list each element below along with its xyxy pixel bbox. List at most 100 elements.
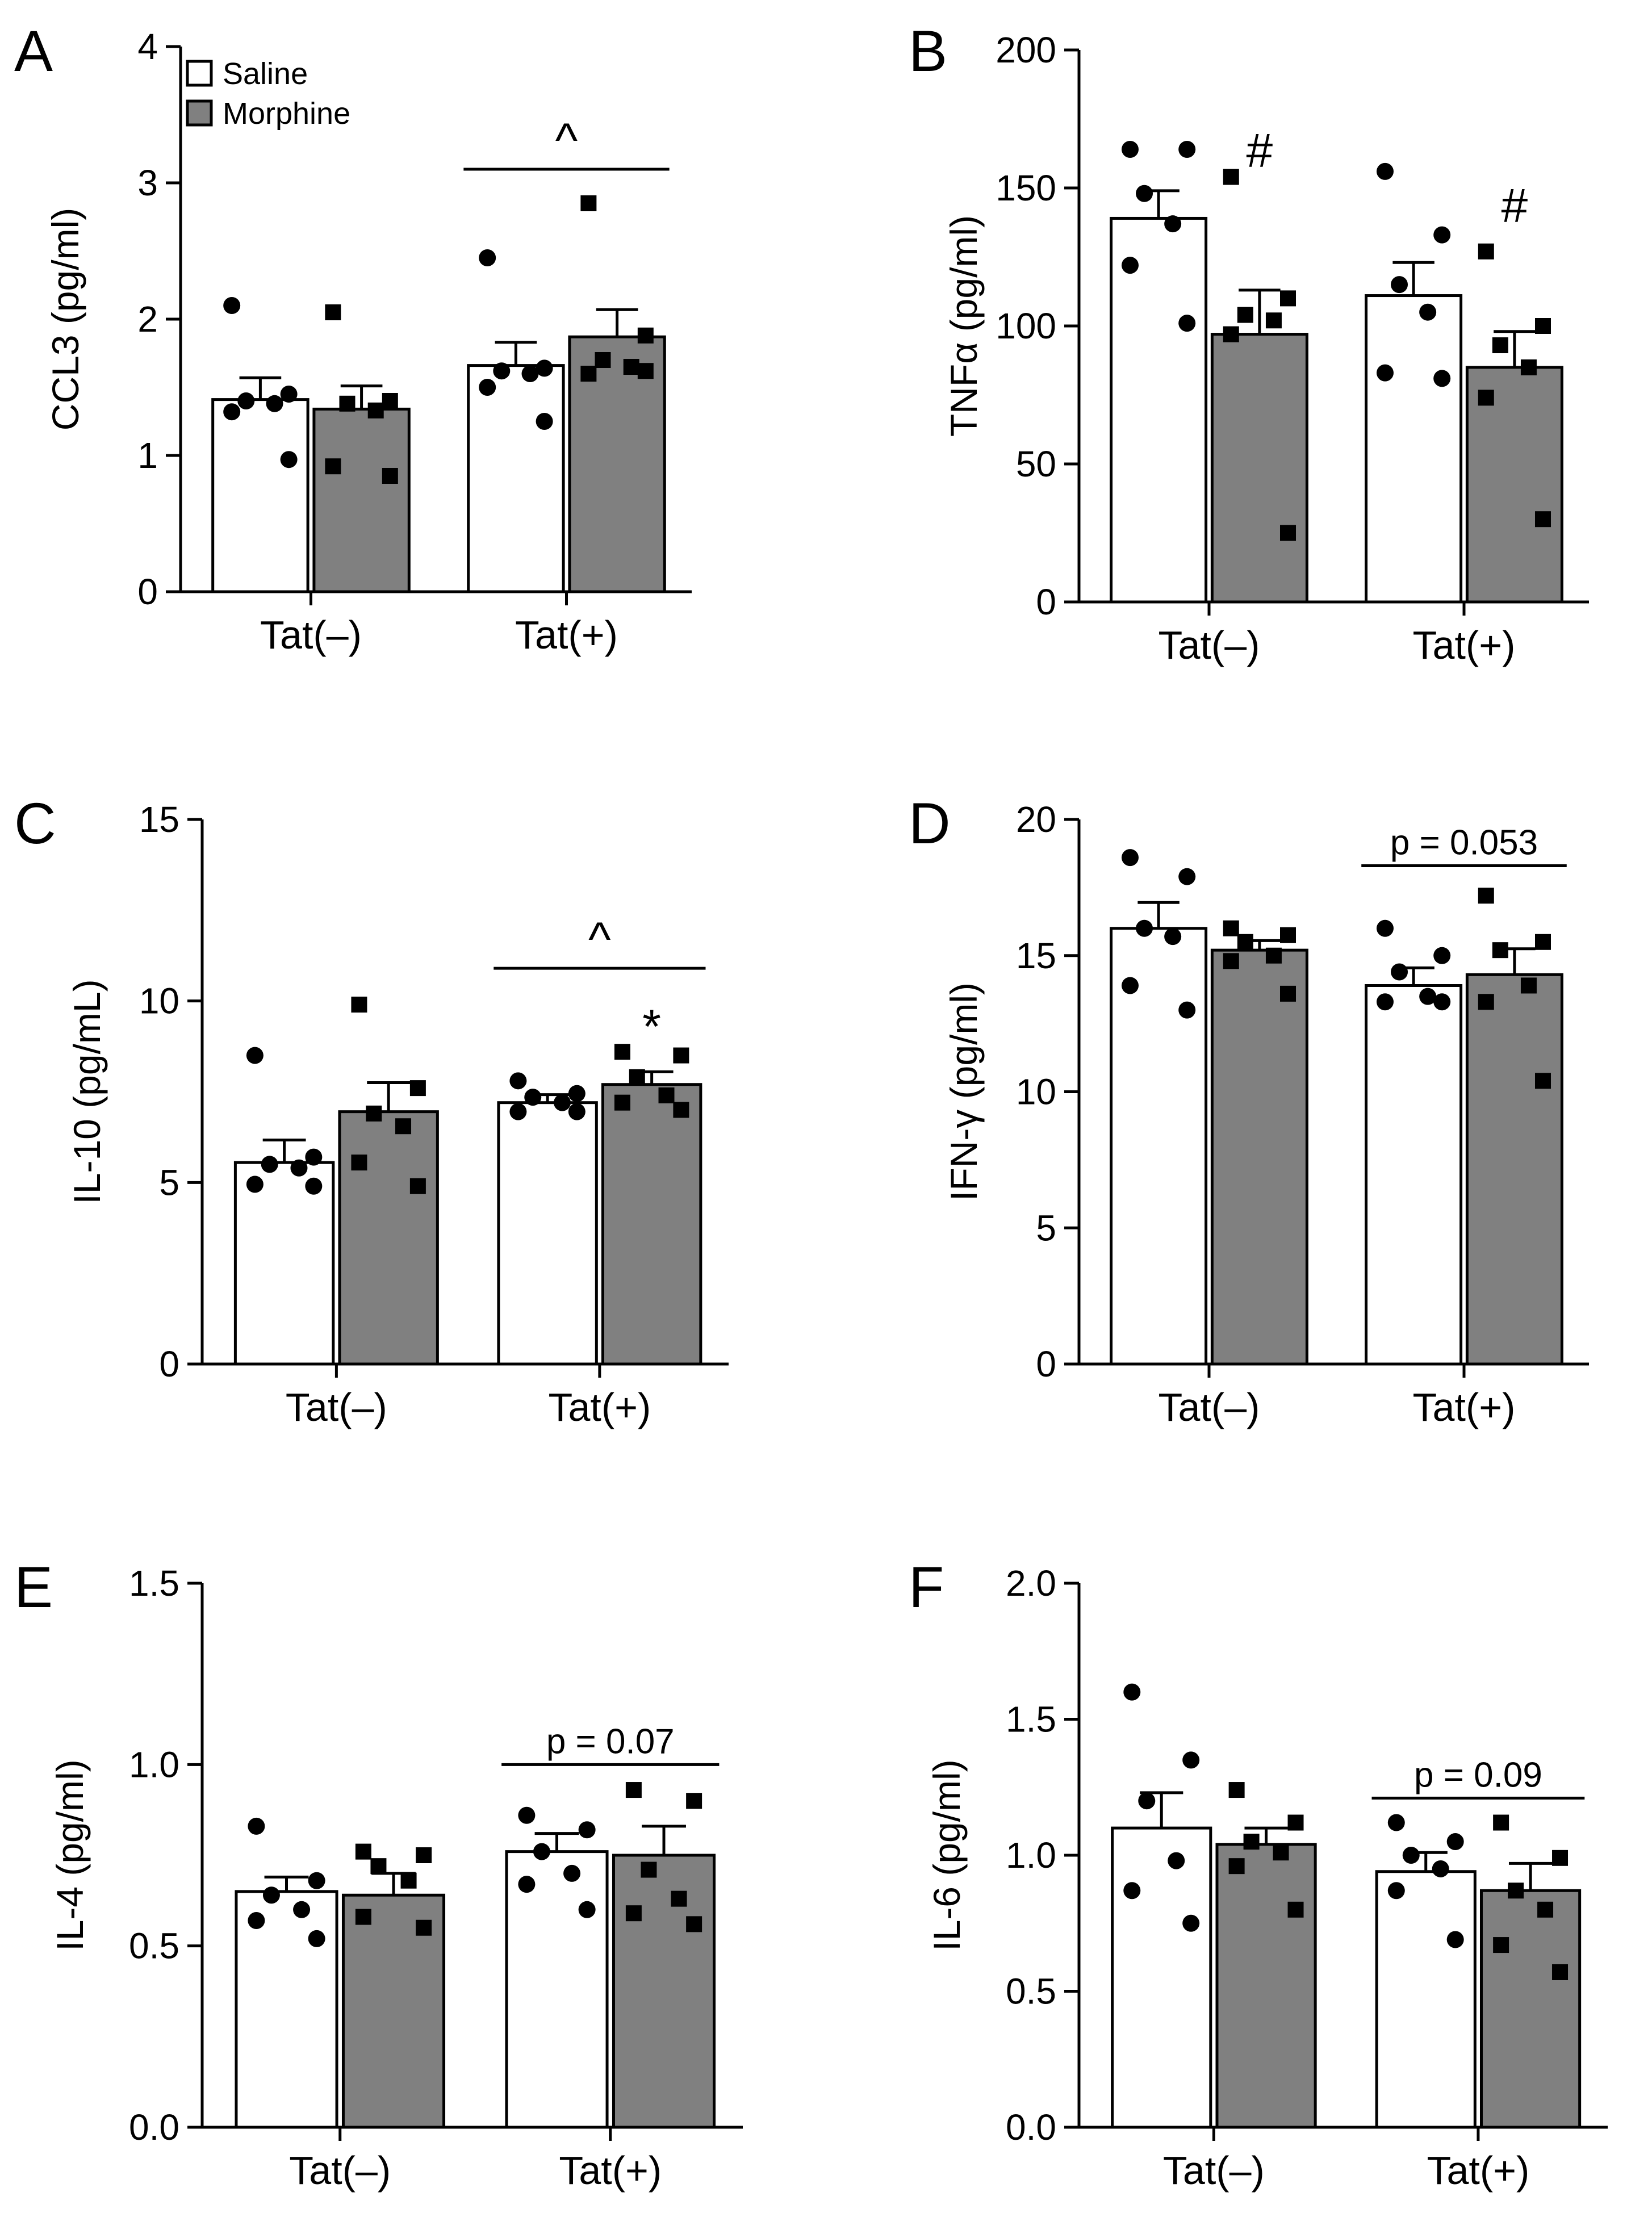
bar-saline — [233, 1161, 335, 1366]
y-tick-label: 0 — [1036, 1344, 1056, 1384]
data-point-morphine — [1535, 318, 1551, 334]
y-tick-label: 15 — [1016, 935, 1056, 976]
significance-label: p = 0.09 — [1414, 1755, 1542, 1794]
data-point-saline — [568, 1085, 585, 1102]
bar-saline — [1375, 1870, 1477, 2129]
x-tick-label: Tat(–) — [260, 613, 362, 657]
x-tick-label: Tat(+) — [1427, 2148, 1529, 2193]
data-point-saline — [1402, 1847, 1420, 1864]
data-point-saline — [1178, 140, 1196, 158]
data-point-saline — [1432, 1860, 1449, 1877]
data-point-morphine — [1492, 942, 1508, 959]
bar-saline — [467, 364, 565, 593]
data-point-morphine — [1478, 243, 1494, 260]
bar-saline — [1110, 927, 1208, 1366]
bar-morphine — [1210, 333, 1308, 604]
data-point-morphine — [1478, 888, 1494, 904]
data-point-morphine — [355, 1843, 371, 1860]
data-point-saline — [578, 1821, 596, 1839]
data-point-morphine — [351, 1154, 367, 1171]
bar-saline — [1365, 984, 1463, 1366]
x-tick-label: Tat(–) — [1159, 1385, 1260, 1429]
data-point-morphine — [1478, 994, 1494, 1010]
panel-letter: C — [14, 791, 56, 856]
panel-e: E 0.0 0.5 1.0 1.5 IL-4 (pg/ml) Tat(–) Tat(+) p =… — [14, 1555, 743, 2193]
y-tick-label: 1.0 — [1006, 1835, 1056, 1876]
data-point-saline — [308, 1930, 325, 1947]
data-point-morphine — [1280, 985, 1296, 1002]
data-point-saline — [553, 1094, 571, 1111]
legend-label-morphine: Morphine — [223, 97, 350, 131]
data-point-saline — [1182, 1751, 1200, 1769]
panel-f: F 0.0 0.5 1.0 1.5 2.0 IL-6 (pg/ml) Tat(–) Tat(+)… — [909, 1555, 1608, 2193]
panel-letter: D — [909, 791, 951, 856]
data-point-morphine — [614, 1044, 630, 1060]
y-tick-label: 10 — [139, 981, 179, 1022]
data-point-morphine — [614, 1094, 630, 1111]
y-tick-label: 0.0 — [1006, 2107, 1056, 2148]
panel-a: A 0 1 2 3 4 CCL3 (pg/ml) Tat(–) Tat(+) ^ — [14, 19, 692, 657]
data-point-morphine — [1520, 977, 1537, 994]
data-point-saline — [1121, 849, 1139, 867]
bar-morphine — [1465, 366, 1563, 604]
data-point-saline — [237, 392, 255, 409]
bar-morphine — [338, 1110, 439, 1366]
data-point-morphine — [1493, 1937, 1509, 1953]
y-tick-label: 20 — [1016, 799, 1056, 840]
y-tick-label: 5 — [159, 1162, 179, 1203]
data-point-saline — [1433, 370, 1451, 387]
data-point-morphine — [1535, 934, 1551, 950]
data-point-saline — [246, 1175, 264, 1193]
data-point-morphine — [1223, 326, 1239, 342]
data-point-saline — [248, 1911, 265, 1929]
data-point-saline — [261, 1156, 278, 1173]
data-point-saline — [1387, 1882, 1405, 1900]
y-axis-label: IL-10 (pg/mL) — [66, 979, 108, 1204]
data-point-saline — [1178, 315, 1196, 332]
data-point-saline — [223, 403, 241, 421]
data-point-saline — [308, 1872, 325, 1889]
data-point-saline — [536, 413, 553, 430]
data-point-morphine — [1492, 337, 1508, 354]
data-point-saline — [1433, 226, 1451, 244]
data-point-morphine — [595, 352, 611, 368]
panel-d: D 0 5 10 15 20 IFN-γ (pg/ml) Tat(–) Tat(+) p = 0.… — [909, 791, 1589, 1429]
y-tick-label: 4 — [137, 26, 158, 67]
data-point-saline — [1138, 1792, 1156, 1810]
bar-morphine — [1210, 948, 1308, 1366]
data-point-morphine — [1552, 1964, 1569, 1980]
bar-morphine — [1479, 1889, 1582, 2129]
data-point-saline — [1136, 185, 1153, 202]
y-axis-label: IFN-γ (pg/ml) — [943, 982, 985, 1201]
y-axis-label: IL-6 (pg/ml) — [926, 1759, 968, 1951]
data-point-morphine — [1280, 290, 1296, 307]
data-point-saline — [1446, 1833, 1464, 1851]
data-point-saline — [518, 1876, 536, 1893]
data-point-saline — [290, 1159, 308, 1177]
data-point-saline — [524, 1089, 542, 1106]
data-point-saline — [1182, 1914, 1200, 1932]
data-point-morphine — [382, 393, 398, 409]
data-point-morphine — [1223, 920, 1239, 936]
significance-symbol: * — [642, 1000, 661, 1053]
significance-label: p = 0.07 — [546, 1722, 675, 1761]
data-point-saline — [223, 297, 241, 314]
data-point-saline — [1376, 919, 1394, 937]
y-tick-label: 0.5 — [1006, 1971, 1056, 2012]
data-point-saline — [1168, 1852, 1185, 1869]
y-tick-label: 1.5 — [1006, 1699, 1056, 1740]
x-tick-label: Tat(–) — [1163, 2148, 1265, 2193]
y-tick-label: 5 — [1036, 1207, 1056, 1248]
data-point-morphine — [1478, 390, 1494, 406]
data-point-morphine — [1273, 1844, 1289, 1861]
data-point-saline — [1376, 364, 1394, 382]
y-tick-label: 0.0 — [129, 2107, 179, 2148]
data-point-morphine — [325, 304, 341, 320]
y-tick-label: 1.5 — [129, 1563, 179, 1604]
data-point-morphine — [686, 1793, 702, 1809]
y-tick-label: 50 — [1016, 444, 1056, 484]
data-point-morphine — [658, 1087, 675, 1103]
data-point-saline — [518, 1806, 536, 1824]
data-point-morphine — [671, 1890, 687, 1907]
